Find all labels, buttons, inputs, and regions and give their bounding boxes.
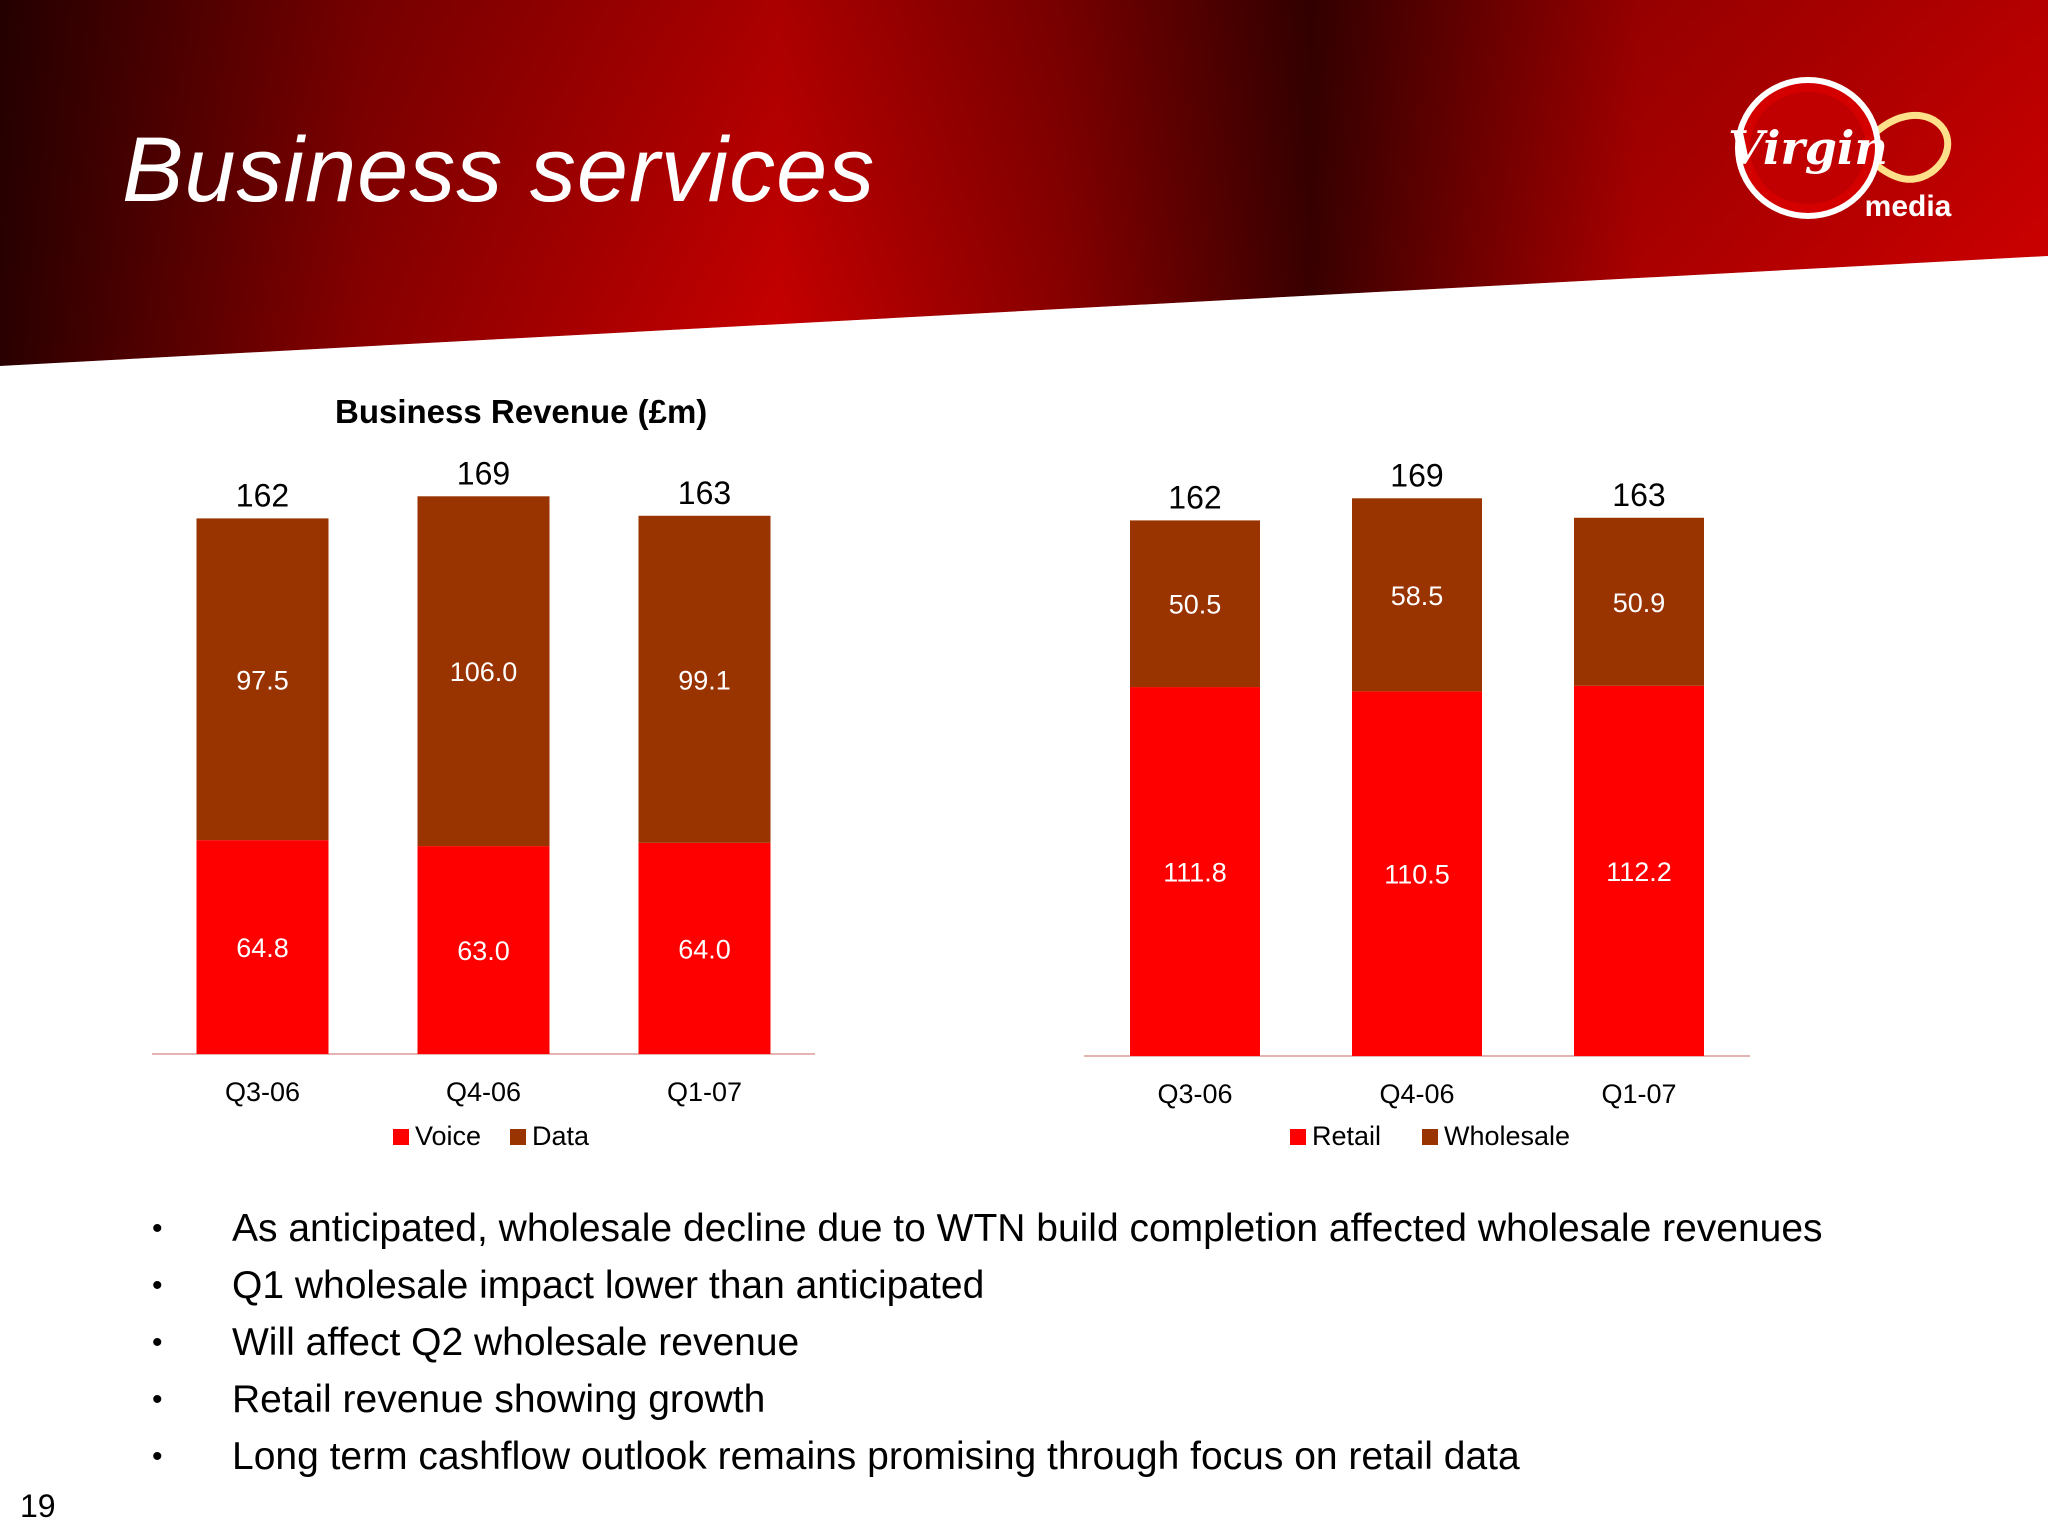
bar-data-q4-06 xyxy=(417,496,550,847)
data-label: 58.5 xyxy=(1391,581,1444,611)
data-label: 111.8 xyxy=(1163,858,1227,888)
legend-swatch-retail xyxy=(1290,1129,1306,1145)
bullet-item: • Retail revenue showing growth xyxy=(152,1378,766,1421)
bar-voice-q3-06 xyxy=(196,840,329,1054)
data-label: 97.5 xyxy=(236,665,289,695)
category-label: Q1-07 xyxy=(667,1077,742,1107)
bar-wholesale-q4-06 xyxy=(1352,498,1482,692)
data-label: 50.5 xyxy=(1169,590,1222,620)
legend-label-data: Data xyxy=(532,1121,590,1151)
data-label: 50.9 xyxy=(1613,588,1666,618)
chart-1-title: Business Revenue (£m) xyxy=(335,393,708,430)
category-label: Q4-06 xyxy=(446,1077,521,1107)
category-label: Q3-06 xyxy=(225,1077,300,1107)
total-label: 162 xyxy=(236,477,289,513)
legend-swatch-wholesale xyxy=(1422,1129,1438,1145)
total-label: 169 xyxy=(457,455,510,491)
data-label: 64.0 xyxy=(678,934,731,964)
header-banner xyxy=(0,0,2048,372)
bar-wholesale-q3-06 xyxy=(1130,520,1260,688)
category-label: Q3-06 xyxy=(1157,1079,1232,1109)
legend-label-retail: Retail xyxy=(1312,1121,1381,1151)
bullet-item: • As anticipated, wholesale decline due t… xyxy=(152,1207,1823,1250)
page-number: 19 xyxy=(20,1488,56,1524)
category-label: Q1-07 xyxy=(1601,1079,1676,1109)
data-label: 106.0 xyxy=(450,657,518,687)
data-label: 63.0 xyxy=(457,936,510,966)
bar-data-q1-07 xyxy=(638,515,771,843)
bullet-item: • Will affect Q2 wholesale revenue xyxy=(152,1321,800,1364)
data-label: 112.2 xyxy=(1606,857,1672,887)
data-label: 99.1 xyxy=(678,665,731,695)
legend-swatch-voice xyxy=(393,1129,409,1145)
legend-label-voice: Voice xyxy=(415,1121,481,1151)
bar-retail-q1-07 xyxy=(1574,685,1704,1056)
page-title: Business services xyxy=(122,119,876,221)
data-label: 110.5 xyxy=(1384,860,1450,890)
bar-data-q3-06 xyxy=(196,518,329,841)
bar-retail-q4-06 xyxy=(1352,691,1482,1056)
legend-swatch-data xyxy=(510,1129,526,1145)
category-label: Q4-06 xyxy=(1379,1079,1454,1109)
logo-word: media xyxy=(1865,190,1952,223)
total-label: 163 xyxy=(1612,477,1665,513)
legend-label-wholesale: Wholesale xyxy=(1444,1121,1570,1151)
bar-voice-q1-07 xyxy=(638,842,771,1054)
bar-wholesale-q1-07 xyxy=(1574,517,1704,686)
total-label: 169 xyxy=(1390,457,1443,493)
virgin-media-logo: Virgin media xyxy=(1730,77,1952,223)
bullet-item: • Q1 wholesale impact lower than anticipa… xyxy=(152,1264,985,1307)
bullet-list: • As anticipated, wholesale decline due t… xyxy=(150,1200,1823,1485)
bar-voice-q4-06 xyxy=(417,846,550,1054)
logo-brand: Virgin xyxy=(1730,121,1888,175)
total-label: 163 xyxy=(678,475,731,511)
total-label: 162 xyxy=(1168,479,1221,515)
data-label: 64.8 xyxy=(236,933,289,963)
bullet-item: • Long term cashflow outlook remains prom… xyxy=(152,1435,1520,1478)
bar-retail-q3-06 xyxy=(1130,687,1260,1056)
